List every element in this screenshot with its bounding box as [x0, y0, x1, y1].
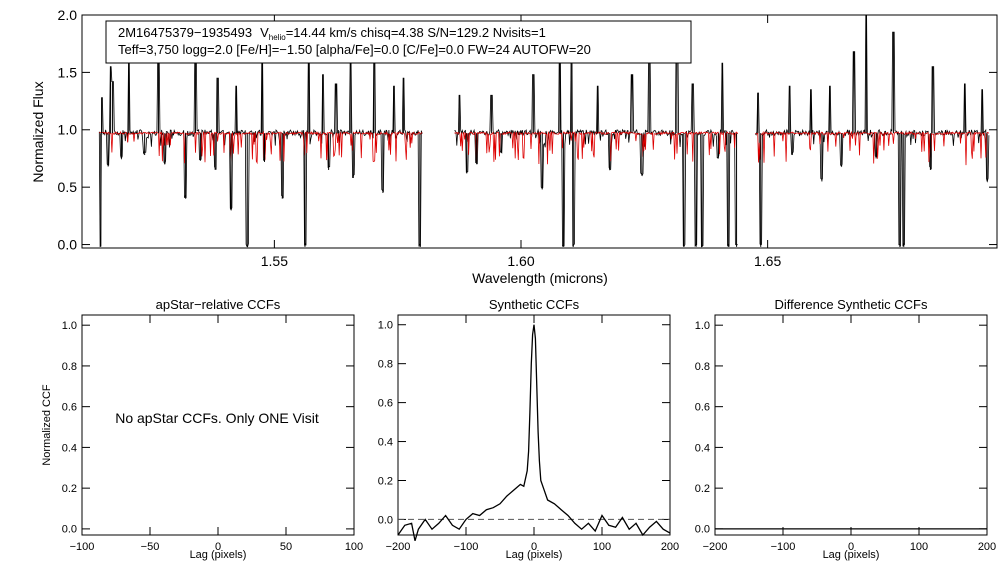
difference-title: Difference Synthetic CCFs — [775, 297, 928, 312]
synthetic-ytick-label: 0.2 — [378, 475, 393, 487]
apstar-ytick-label: 0.8 — [62, 361, 77, 373]
apstar-title: apStar−relative CCFs — [156, 297, 281, 312]
synthetic-xtick-label: −200 — [386, 541, 411, 553]
difference-xtick-label: 200 — [978, 541, 996, 553]
spectrum-ylabel: Normalized Flux — [30, 81, 46, 182]
synthetic-xtick-label: 100 — [593, 541, 611, 553]
info-v-prefix: V — [260, 25, 269, 40]
apstar-ytick-label: 0.6 — [62, 402, 77, 414]
difference-ytick-label: 0.2 — [695, 483, 710, 495]
synthetic-title: Synthetic CCFs — [489, 297, 580, 312]
apstar-ytick-label: 0.2 — [62, 483, 77, 495]
apstar-ytick-label: 1.0 — [62, 320, 77, 332]
apstar-xtick-label: −50 — [141, 541, 160, 553]
apstar-ylabel: Normalized CCF — [41, 384, 53, 466]
spectrum-xtick-label: 1.55 — [261, 253, 288, 269]
spectrum-ytick-label: 1.0 — [58, 122, 78, 138]
spectrum-lines — [98, 14, 990, 248]
info-star-id: 2M16475379−1935493 — [118, 25, 252, 40]
info-v-rest: =14.44 km/s chisq=4.38 S/N=129.2 Nvisits… — [286, 25, 546, 40]
synthetic-xtick-label: −100 — [454, 541, 479, 553]
difference-ticks: −200 −100 0 100 200 0.0 0.2 0.4 0.6 0.8 1.0 — [695, 315, 996, 553]
apstar-ticks: −100 −50 0 50 100 0.0 0.2 0.4 0.6 0.8 1.0 — [62, 315, 363, 553]
synthetic-ytick-label: 0.6 — [378, 397, 393, 409]
spectrum-ytick-label: 1.5 — [58, 64, 78, 80]
difference-ytick-label: 1.0 — [695, 320, 710, 332]
difference-ccf-panel: −200 −100 0 100 200 0.0 0.2 0.4 0.6 0.8 1.0 Differ… — [695, 297, 996, 561]
spectrum-panel: 1.55 1.60 1.65 0.0 0.5 1.0 1.5 2.0 2M16475379−1… — [30, 7, 998, 286]
synthetic-spectrum-segment — [755, 130, 990, 166]
synthetic-ytick-label: 0.4 — [378, 436, 393, 448]
spectrum-ytick-label: 2.0 — [58, 7, 78, 23]
spectrum-xlabel: Wavelength (microns) — [472, 270, 608, 286]
synthetic-ccf-line — [397, 324, 671, 541]
synthetic-xtick-label: 0 — [531, 541, 537, 553]
difference-xtick-label: 0 — [848, 541, 854, 553]
info-line-2: Teff=3,750 logg=2.0 [Fe/H]=−1.50 [alpha/… — [118, 42, 591, 57]
apstar-ccf-panel: −100 −50 0 50 100 0.0 0.2 0.4 0.6 0.8 1.0 apStar−r… — [41, 297, 363, 561]
difference-ytick-label: 0.0 — [695, 524, 710, 536]
spectrum-ytick-label: 0.5 — [58, 179, 78, 195]
apstar-xtick-label: 50 — [280, 541, 292, 553]
synthetic-ticks: −200 −100 0 100 200 0.0 0.2 0.4 0.6 0.8 1.0 — [378, 315, 679, 553]
synthetic-ytick-label: 0.8 — [378, 359, 393, 371]
info-line-1: 2M16475379−1935493 Vhelio=14.44 km/s chis… — [118, 25, 546, 42]
difference-xtick-label: 100 — [910, 541, 928, 553]
info-box — [105, 20, 692, 64]
synthetic-ytick-label: 0.0 — [378, 514, 393, 526]
spectrum-ticks: 1.55 1.60 1.65 0.0 0.5 1.0 1.5 2.0 — [58, 7, 997, 269]
apstar-ytick-label: 0.4 — [62, 442, 77, 454]
difference-xlabel: Lag (pixels) — [823, 549, 880, 561]
observed-spectrum-segment — [754, 14, 990, 247]
synthetic-ytick-label: 1.0 — [378, 320, 393, 332]
observed-spectrum-segment — [98, 35, 423, 248]
synthetic-xlabel: Lag (pixels) — [506, 549, 563, 561]
synthetic-spectrum-segment — [454, 130, 739, 165]
apstar-ytick-label: 0.0 — [62, 524, 77, 536]
spectrum-axes-frame — [81, 14, 998, 249]
apstar-xlabel: Lag (pixels) — [190, 549, 247, 561]
apstar-xtick-label: 100 — [345, 541, 363, 553]
apstar-xtick-label: −100 — [70, 541, 95, 553]
synthetic-xtick-label: 200 — [661, 541, 679, 553]
difference-ytick-label: 0.8 — [695, 361, 710, 373]
synthetic-spectrum-segment — [99, 130, 423, 165]
synthetic-axes-frame — [397, 314, 671, 536]
spectrum-xtick-label: 1.65 — [754, 253, 781, 269]
difference-xtick-label: −200 — [703, 541, 728, 553]
spectrum-xtick-label: 1.60 — [507, 253, 534, 269]
apstar-xtick-label: 0 — [215, 541, 221, 553]
info-v-subscript: helio — [269, 33, 286, 42]
difference-xtick-label: −100 — [771, 541, 796, 553]
apstar-message: No apStar CCFs. Only ONE Visit — [115, 410, 319, 426]
difference-ytick-label: 0.6 — [695, 402, 710, 414]
difference-ytick-label: 0.4 — [695, 442, 710, 454]
synthetic-ccf-panel: −200 −100 0 100 200 0.0 0.2 0.4 0.6 0.8 1.0 Synthe… — [378, 297, 679, 561]
spectrum-ytick-label: 0.0 — [58, 236, 78, 252]
difference-axes-frame — [714, 314, 988, 536]
